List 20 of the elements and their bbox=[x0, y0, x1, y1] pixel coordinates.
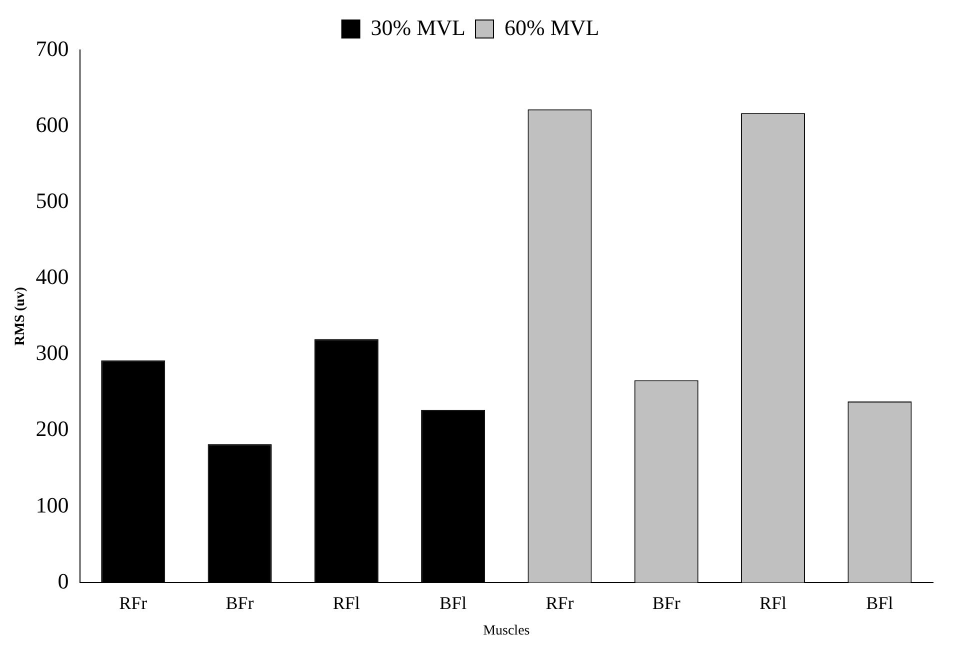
legend-label: 30% MVL bbox=[370, 14, 466, 40]
x-tick-label: RFr bbox=[546, 593, 574, 614]
x-tick-label: BFr bbox=[226, 593, 254, 614]
y-tick-label: 300 bbox=[36, 340, 69, 366]
x-tick-label: BFr bbox=[652, 593, 680, 614]
y-tick-label: 500 bbox=[36, 188, 69, 213]
x-tick-label: RFl bbox=[760, 593, 787, 614]
legend-label: 60% MVL bbox=[504, 14, 600, 40]
x-tick-label: RFl bbox=[332, 593, 360, 614]
y-tick-label: 700 bbox=[36, 36, 69, 61]
x-axis-title: Muscles bbox=[483, 623, 530, 638]
x-tick-label: BFl bbox=[440, 593, 467, 614]
y-axis-title: RMS (uv) bbox=[13, 286, 28, 346]
x-tick-label: RFr bbox=[119, 593, 148, 614]
x-tick-label: BFl bbox=[866, 593, 894, 614]
y-tick-label: 100 bbox=[36, 492, 69, 518]
y-tick-label: 600 bbox=[36, 112, 69, 137]
y-tick-label: 0 bbox=[58, 568, 69, 594]
y-tick-label: 400 bbox=[36, 264, 69, 290]
y-tick-label: 200 bbox=[36, 416, 69, 442]
